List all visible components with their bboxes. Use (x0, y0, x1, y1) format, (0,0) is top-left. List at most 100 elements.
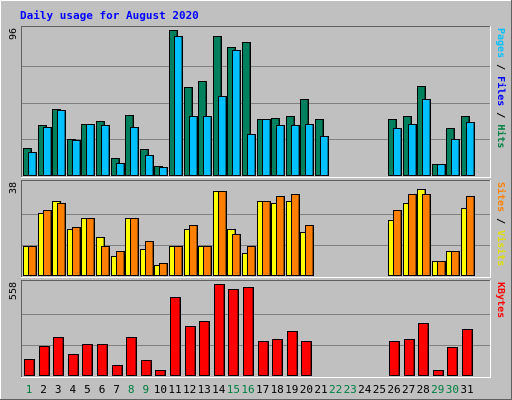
bar-sites-day-28 (422, 194, 431, 276)
bar-files-day-27 (408, 124, 417, 176)
bar-files-day-15 (232, 50, 241, 176)
bar-files-day-2 (43, 127, 52, 176)
bar-sites-day-30 (451, 251, 460, 276)
day-label-14: 14 (212, 383, 226, 396)
day-label-6: 6 (99, 383, 106, 396)
bar-sites-day-17 (262, 201, 271, 276)
bar-kbytes-day-30 (447, 347, 458, 376)
day-label-5: 5 (84, 383, 91, 396)
bar-files-day-30 (451, 139, 460, 176)
bar-kbytes-day-5 (82, 344, 93, 376)
day-label-23: 23 (344, 383, 357, 396)
bar-kbytes-day-19 (287, 331, 298, 376)
bar-files-day-7 (116, 163, 125, 176)
panel-kbytes: 558 KBytes (8, 280, 506, 378)
day-label-7: 7 (113, 383, 120, 396)
bar-kbytes-day-2 (39, 346, 50, 376)
day-label-15: 15 (227, 383, 240, 396)
bar-sites-day-15 (232, 234, 241, 276)
day-label-31: 31 (460, 383, 473, 396)
day-label-21: 21 (314, 383, 327, 396)
bar-files-day-3 (57, 110, 66, 176)
panel-legend-label: Pages / Files / Hits (495, 28, 507, 148)
day-label-11: 11 (168, 383, 181, 396)
day-label-3: 3 (55, 383, 62, 396)
chart-panels: 96 Pages / Files / Hits 38 Sites / Visits 55… (8, 26, 507, 378)
bar-sites-day-7 (116, 251, 125, 276)
bar-kbytes-day-3 (53, 337, 64, 376)
day-label-17: 17 (256, 383, 269, 396)
day-label-19: 19 (285, 383, 298, 396)
bar-sites-day-20 (305, 225, 314, 276)
day-label-1: 1 (26, 383, 33, 396)
bar-kbytes-day-29 (433, 370, 444, 376)
bar-files-day-6 (101, 125, 110, 176)
bar-files-day-9 (145, 155, 154, 176)
bar-kbytes-day-6 (97, 344, 108, 376)
day-label-13: 13 (198, 383, 211, 396)
legend-part-3: / (495, 106, 506, 124)
day-label-10: 10 (154, 383, 167, 396)
bar-sites-day-19 (291, 194, 300, 276)
bar-sites-day-14 (218, 191, 227, 276)
bar-files-day-17 (262, 119, 271, 176)
legend-part-4: Hits (495, 124, 507, 148)
panel-legend-label: KBytes (495, 282, 506, 318)
legend-part-0: KBytes (495, 282, 506, 318)
bar-kbytes-day-17 (258, 341, 269, 376)
panel-max-label: 558 (8, 282, 19, 300)
bar-sites-day-8 (130, 218, 139, 276)
bar-kbytes-day-27 (404, 339, 415, 376)
bar-files-day-20 (305, 124, 314, 176)
bar-kbytes-day-20 (301, 341, 312, 376)
bar-kbytes-day-1 (24, 359, 35, 376)
bar-kbytes-day-18 (272, 339, 283, 376)
day-label-2: 2 (40, 383, 47, 396)
bar-files-day-12 (189, 116, 198, 176)
bar-kbytes-day-15 (228, 289, 239, 376)
legend-part-2: Visits (495, 230, 507, 266)
bar-sites-day-9 (145, 241, 154, 276)
day-label-8: 8 (128, 383, 135, 396)
day-label-9: 9 (142, 383, 149, 396)
legend-part-1: / (495, 58, 506, 76)
day-label-30: 30 (446, 383, 459, 396)
day-label-4: 4 (69, 383, 76, 396)
bar-files-day-13 (203, 116, 212, 176)
bar-files-day-26 (393, 128, 402, 176)
legend-part-1: / (495, 212, 506, 230)
legend-part-0: Pages (495, 28, 506, 58)
bar-sites-day-6 (101, 246, 110, 276)
bar-kbytes-day-11 (170, 297, 181, 376)
bar-kbytes-day-14 (214, 284, 225, 376)
bar-sites-day-16 (247, 246, 256, 276)
bar-files-day-8 (130, 127, 139, 176)
bar-sites-day-12 (189, 225, 198, 276)
bar-files-day-28 (422, 99, 431, 176)
bar-kbytes-day-8 (126, 337, 137, 376)
day-label-18: 18 (271, 383, 284, 396)
bar-kbytes-day-7 (112, 365, 123, 376)
bar-kbytes-day-10 (155, 370, 166, 376)
panel-max-label: 96 (8, 28, 19, 40)
bar-hits-day-16 (242, 42, 251, 176)
bar-sites-day-5 (86, 218, 95, 276)
bar-kbytes-day-12 (185, 326, 196, 376)
day-label-16: 16 (241, 383, 254, 396)
day-label-26: 26 (387, 383, 400, 396)
panel-legend-label: Sites / Visits (495, 182, 507, 266)
bar-files-day-5 (86, 124, 95, 176)
bar-files-day-16 (247, 134, 256, 176)
bar-sites-day-10 (159, 263, 168, 276)
bar-files-day-1 (28, 152, 37, 176)
bar-kbytes-day-26 (389, 341, 400, 376)
bar-files-day-31 (466, 122, 475, 176)
bar-sites-day-18 (276, 196, 285, 276)
legend-part-2: Files (495, 76, 507, 106)
day-labels: 1 2 3 4 5 6 7 8 9 10 11 12 13 14 15 16 17 18 19 20 21 22 23 24 2… (26, 383, 474, 396)
bar-files-day-11 (174, 36, 183, 176)
bar-files-day-19 (291, 125, 300, 176)
bar-kbytes-day-9 (141, 360, 152, 376)
panel-hits-files-pages: 96 Pages / Files / Hits (8, 26, 507, 178)
